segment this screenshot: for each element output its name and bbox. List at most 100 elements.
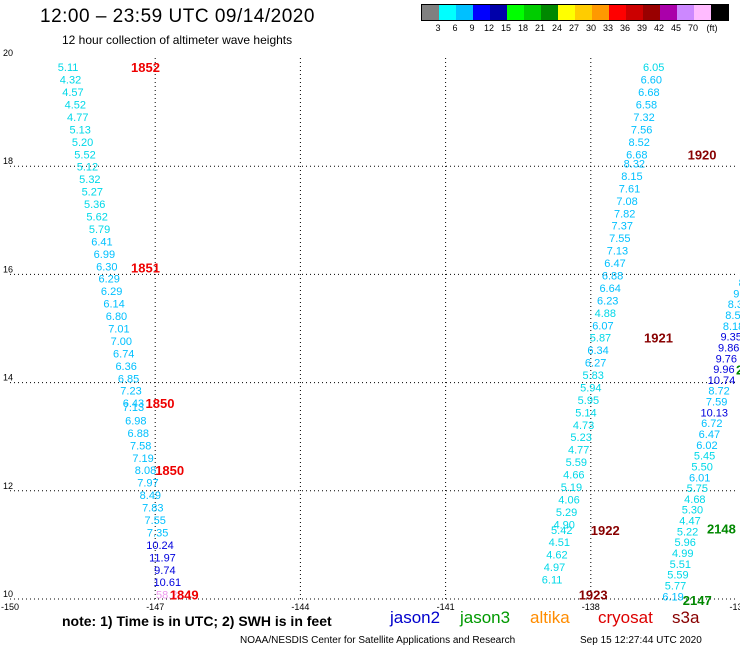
data-point-jason3: 4.97 — [544, 562, 565, 574]
data-point-jason3: 6.74 — [113, 348, 134, 360]
data-point-jason3: 7.55 — [609, 233, 630, 245]
time-label: 1921 — [644, 331, 673, 346]
legend-swatch — [660, 5, 677, 20]
data-point-jason2: 6.47 — [699, 429, 720, 441]
data-point-jason2: 10.74 — [708, 375, 736, 387]
y-tick-label: 16 — [3, 264, 13, 274]
data-point-jason3: 7.13 — [123, 402, 144, 414]
footer-timestamp: Sep 15 12:27:44 UTC 2020 — [580, 635, 702, 646]
data-point-jason3: 5.14 — [575, 407, 596, 419]
y-tick-label: 12 — [3, 481, 13, 491]
data-point-jason2: 8.57 — [725, 310, 740, 322]
data-point-jason3: 5.79 — [89, 224, 110, 236]
x-tick-label: -144 — [291, 602, 309, 612]
data-point-jason3: 7.32 — [633, 112, 654, 124]
data-point-jason3: 4.77 — [67, 112, 88, 124]
legend-swatches — [421, 4, 729, 21]
time-label: 2 — [736, 363, 740, 378]
legend-swatch — [643, 5, 660, 20]
data-point-jason3: 5.20 — [72, 137, 93, 149]
data-point-jason3: 6.14 — [103, 299, 124, 311]
legend-swatch — [677, 5, 694, 20]
legend-label: 45 — [670, 23, 682, 33]
data-point-jason3: 7.23 — [120, 386, 141, 398]
data-point-jason3: 4.88 — [595, 308, 616, 320]
data-point-jason2: 5.22 — [677, 526, 698, 538]
data-point-jason3: 58.23 — [156, 590, 184, 602]
data-point-jason3: 4.62 — [546, 550, 567, 562]
data-point-jason3: 10.24 — [146, 540, 174, 552]
y-tick-label: 18 — [3, 156, 13, 166]
legend-swatch — [609, 5, 626, 20]
data-point-jason2: 4.99 — [672, 548, 693, 560]
data-point-jason2: 4.47 — [679, 516, 700, 528]
data-point-jason2: 5.96 — [674, 537, 695, 549]
legend-label: 42 — [653, 23, 665, 33]
y-tick-label: 14 — [3, 373, 13, 383]
data-point-jason3: 6.68 — [626, 149, 647, 161]
time-label: 1920 — [688, 147, 717, 162]
legend-label: 70 — [687, 23, 699, 33]
data-point-jason2: 5.51 — [670, 559, 691, 571]
legend-label: 15 — [500, 23, 512, 33]
satellite-label-jason2: jason2 — [390, 608, 441, 627]
time-label: 1850 — [155, 463, 184, 478]
legend-label: 33 — [602, 23, 614, 33]
data-point-jason3: 7.01 — [108, 324, 129, 336]
satellite-label-cryosat: cryosat — [598, 608, 653, 627]
legend-label: 39 — [636, 23, 648, 33]
data-point-jason3: 5.83 — [583, 370, 604, 382]
data-point-jason3: 7.35 — [147, 527, 168, 539]
data-point-jason3: 8.49 — [140, 490, 161, 502]
legend-swatch — [507, 5, 524, 20]
data-point-jason2: 6.72 — [701, 418, 722, 430]
data-point-jason3: 6.58 — [636, 100, 657, 112]
data-point-jason2: 10.13 — [700, 407, 728, 419]
data-point-jason3: 6.68 — [638, 87, 659, 99]
x-tick-label: -138 — [582, 602, 600, 612]
data-point-jason3: 6.36 — [115, 361, 136, 373]
data-point-jason3: 5.95 — [578, 395, 599, 407]
data-point-jason2: 8. — [739, 278, 740, 290]
legend-swatch — [524, 5, 541, 20]
legend-swatch — [626, 5, 643, 20]
x-tick-label: -141 — [437, 602, 455, 612]
data-point-jason3: 5.36 — [84, 199, 105, 211]
legend-swatch — [422, 5, 439, 20]
chart-title: 12:00 – 23:59 UTC 09/14/2020 — [40, 6, 315, 27]
data-point-jason2: 9.86 — [718, 342, 739, 354]
time-label: 1850 — [146, 396, 175, 411]
data-point-jason3: 5.32 — [79, 174, 100, 186]
data-point-jason3: 5.62 — [86, 212, 107, 224]
data-point-jason2: 8.35 — [728, 299, 740, 311]
legend-swatch — [558, 5, 575, 20]
legend-label: 12 — [483, 23, 495, 33]
footer-note: note: 1) Time is in UTC; 2) SWH is in fe… — [62, 613, 332, 629]
legend-swatch — [694, 5, 711, 20]
x-tick-label: -147 — [146, 602, 164, 612]
data-point-jason3: 7.37 — [612, 221, 633, 233]
legend-label: 3 — [435, 23, 441, 33]
data-point-jason3: 4.32 — [60, 75, 81, 87]
data-point-jason3: 4.90 — [553, 519, 574, 531]
time-label: 1852 — [131, 60, 160, 75]
data-point-jason3: 6.27 — [585, 358, 606, 370]
legend-label: 18 — [517, 23, 529, 33]
data-point-jason3: 6.07 — [592, 320, 613, 332]
data-point-jason3: 6.34 — [587, 345, 608, 357]
legend-label: 21 — [534, 23, 546, 33]
legend-label: 6 — [452, 23, 458, 33]
data-point-jason2: 9.76 — [716, 353, 737, 365]
data-point-jason3: 4.06 — [558, 494, 579, 506]
footer-credit: NOAA/NESDIS Center for Satellite Applica… — [240, 635, 516, 646]
data-point-jason3: 6.29 — [101, 286, 122, 298]
data-point-jason3: 6.98 — [125, 415, 146, 427]
data-point-jason2: 6.01 — [689, 472, 710, 484]
legend-swatch — [575, 5, 592, 20]
data-point-jason3: 4.52 — [65, 100, 86, 112]
data-point-jason3: 5.94 — [580, 382, 601, 394]
data-point-jason3: 6.64 — [599, 283, 620, 295]
data-point-jason2: 5.50 — [691, 461, 712, 473]
data-point-jason3: 5.29 — [556, 507, 577, 519]
data-point-jason3: 10.61 — [154, 577, 182, 589]
